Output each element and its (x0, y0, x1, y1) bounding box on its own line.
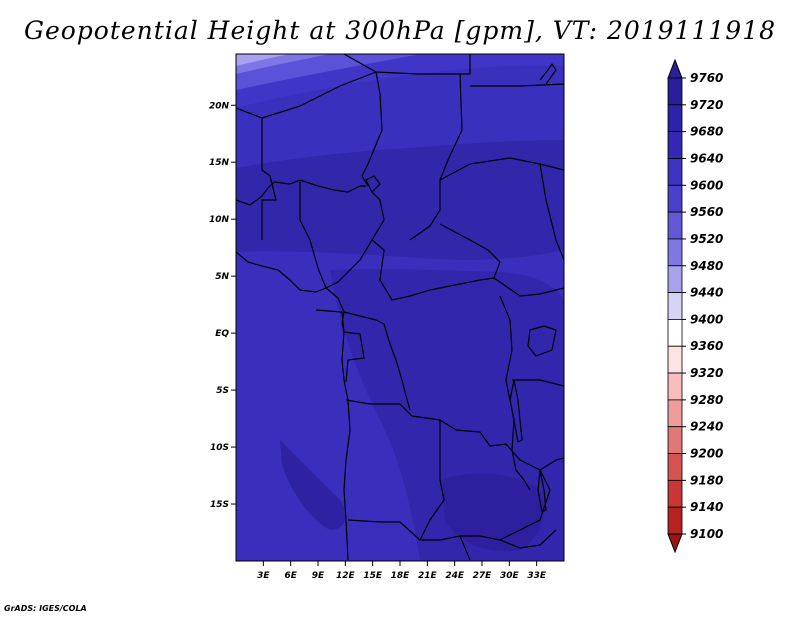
border-botswana (459, 535, 471, 561)
colorbar-label: 9680 (690, 125, 723, 139)
lon-tick-label: 30E (500, 571, 520, 581)
colorbar-swatch (667, 131, 683, 159)
colorbar-swatch (667, 238, 683, 267)
border-south-sudan (493, 277, 564, 297)
lat-tick-label: 10N (209, 215, 230, 225)
border-zimbabwe (499, 529, 557, 549)
colorbar-label: 9400 (690, 312, 723, 326)
lon-tick-label: 33E (527, 571, 547, 581)
border-sudan-egypt (470, 83, 564, 87)
border-sudan-south (439, 157, 564, 181)
lake-tanganyika (509, 379, 523, 443)
colorbar-label: 9640 (690, 151, 723, 165)
border-tanzania (512, 379, 564, 387)
colorbar-label: 9440 (690, 286, 723, 300)
colorbar-swatch (667, 399, 683, 428)
lon-tick-label: 12E (336, 571, 356, 581)
colorbar-label: 9760 (690, 71, 723, 85)
colorbar-swatch (667, 506, 683, 535)
border-gabon (315, 309, 365, 383)
contour-band-top-3 (236, 54, 290, 66)
lat-tick-label: 20N (209, 101, 230, 111)
red-sea-coast (539, 63, 557, 85)
border-ethiopia (539, 163, 564, 261)
colorbar-label: 9560 (690, 205, 723, 219)
colorbar-swatch (667, 345, 683, 374)
lon-tick-label: 6E (284, 571, 297, 581)
lon-tick-label: 3E (257, 571, 270, 581)
border-namibia (347, 519, 461, 541)
lon-tick-label: 21E (418, 571, 438, 581)
lat-tick-label: EQ (215, 329, 229, 339)
colorbar-label: 9480 (690, 259, 723, 273)
colorbar-label: 9600 (690, 178, 723, 192)
border-mozambique (539, 457, 564, 471)
colorbar-swatch (667, 77, 683, 106)
border-niger-chad (361, 71, 383, 187)
lon-tick-label: 27E (473, 571, 493, 581)
lat-tick-label: 5S (216, 386, 229, 396)
colorbar-label: 9200 (690, 447, 723, 461)
colorbar-min-arrow (667, 533, 683, 554)
height-field (236, 54, 564, 561)
contour-band-southwest-low (280, 440, 346, 530)
border-algeria-niger (236, 71, 377, 119)
border-zambia-east (460, 443, 551, 541)
lat-tick-label: 15N (209, 158, 230, 168)
border-drc-congo (343, 311, 411, 411)
lon-tick-label: 9E (312, 571, 325, 581)
lon-tick-label: 18E (391, 571, 411, 581)
colorbar-label: 9180 (690, 473, 723, 487)
colorbar-swatch (667, 184, 683, 213)
border-angola-zambia (419, 420, 445, 541)
colorbar-label: 9720 (690, 98, 723, 112)
colorbar-label: 9520 (690, 232, 723, 246)
border-nigeria (299, 180, 385, 289)
colorbar-swatch (667, 426, 683, 454)
colorbar-label: 9240 (690, 420, 723, 434)
colorbar-swatch (667, 104, 683, 133)
colorbar-swatch (667, 319, 683, 347)
coastline-west-africa (236, 179, 366, 206)
latitude-axis: 20N 15N 10N 5N EQ 5S 10S 15S (209, 101, 236, 510)
longitude-axis: 3E 6E 9E 12E 15E 18E 21E 24E 27E 30E 33E (257, 561, 547, 581)
contour-band-sahel (236, 140, 564, 260)
contour-band-southeast-low (440, 473, 544, 552)
colorbar-label: 9320 (690, 366, 723, 380)
lat-tick-label: 10S (210, 443, 229, 453)
colorbar-swatch (667, 211, 683, 240)
grads-credit: GrADS: IGES/COLA (4, 604, 87, 613)
lake-victoria (527, 325, 557, 357)
colorbar-label: 9280 (690, 393, 723, 407)
colorbar-swatch (667, 479, 683, 508)
border-car (371, 223, 501, 301)
chart-title: Geopotential Height at 300hPa [gpm], VT:… (23, 16, 777, 45)
colorbar-swatch (667, 292, 683, 320)
lon-tick-label: 15E (363, 571, 383, 581)
colorbar-label: 9100 (690, 527, 723, 541)
colorbar-max-arrow (667, 58, 683, 79)
colorbar-swatch (667, 265, 683, 293)
colorbar-label: 9360 (690, 339, 723, 353)
lat-tick-label: 15S (210, 500, 229, 510)
country-borders (236, 54, 564, 561)
lake-chad (365, 175, 381, 193)
lat-tick-label: 5N (215, 272, 229, 282)
colorbar-swatch (667, 372, 683, 401)
border-libya-egypt (343, 54, 471, 75)
lake-malawi (537, 469, 547, 513)
colorbar-swatch (667, 158, 683, 186)
colorbar-label: 9140 (690, 500, 723, 514)
lon-tick-label: 24E (445, 571, 465, 581)
border-mali-niger (261, 118, 277, 240)
colorbar-swatch (667, 453, 683, 481)
contour-band-mid-north (236, 65, 564, 168)
colorbar: 9760 9720 9680 9640 9600 9560 9520 9480 9440 9400… (667, 58, 723, 554)
